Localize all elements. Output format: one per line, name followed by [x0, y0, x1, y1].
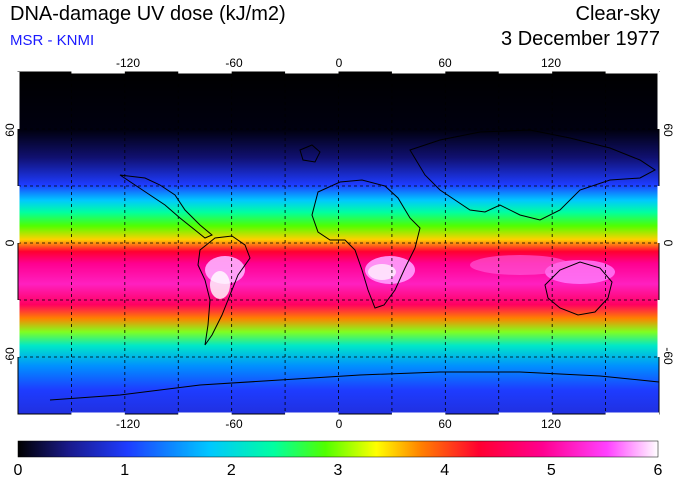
colorbar: [17, 440, 659, 458]
coast-australia: [544, 261, 613, 316]
lat-tick-right: 60: [661, 123, 675, 137]
lon-tick-bottom: -60: [225, 417, 243, 431]
coast-south-america: [197, 235, 251, 346]
colorbar-label: 5: [547, 462, 556, 479]
lon-tick-top: 120: [541, 56, 561, 70]
lon-tick-bottom: 0: [336, 417, 343, 431]
coast-eurasia: [409, 129, 656, 221]
lon-tick-top: 60: [438, 56, 452, 70]
lon-tick-bottom: 60: [438, 417, 452, 431]
lon-tick-top: -120: [116, 56, 140, 70]
colorbar-label: 4: [440, 462, 449, 479]
lon-tick-bottom: 120: [541, 417, 561, 431]
coast-british-isles: [299, 144, 321, 163]
graticule: [18, 72, 659, 414]
colorbar-label: 6: [654, 462, 663, 479]
date-label: 3 December 1977: [501, 28, 660, 50]
sky-condition-label: Clear-sky: [575, 3, 660, 25]
colorbar-label: 3: [334, 462, 343, 479]
lat-tick-right: 0: [661, 240, 675, 247]
colorbar-label: 0: [14, 462, 23, 479]
source-label: MSR - KNMI: [10, 32, 95, 49]
lat-tick-right: -60: [661, 347, 675, 365]
hotspot-indian-ocean: [470, 255, 570, 275]
hotspot-africa-core: [368, 264, 396, 280]
frame-ticks: [16, 70, 661, 416]
coast-north-america: [119, 174, 213, 239]
lat-tick-left: -60: [3, 347, 17, 365]
map-title: DNA-damage UV dose (kJ/m2): [10, 3, 286, 25]
colorbar-label: 2: [227, 462, 236, 479]
lon-tick-bottom: -120: [116, 417, 140, 431]
coast-africa: [311, 179, 421, 309]
lat-tick-left: 60: [3, 123, 17, 137]
hotspot-andes: [210, 271, 230, 299]
lat-tick-left: 0: [3, 239, 17, 246]
uv-hotspots: [205, 255, 615, 299]
colorbar-label: 1: [120, 462, 129, 479]
coastlines: [49, 129, 659, 401]
coast-antarctica: [49, 371, 659, 401]
lon-tick-top: -60: [225, 56, 243, 70]
lon-tick-top: 0: [336, 56, 343, 70]
